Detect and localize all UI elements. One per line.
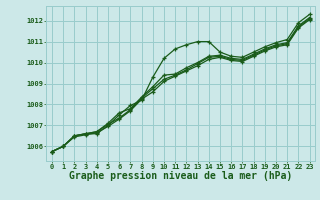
X-axis label: Graphe pression niveau de la mer (hPa): Graphe pression niveau de la mer (hPa) xyxy=(69,171,292,181)
